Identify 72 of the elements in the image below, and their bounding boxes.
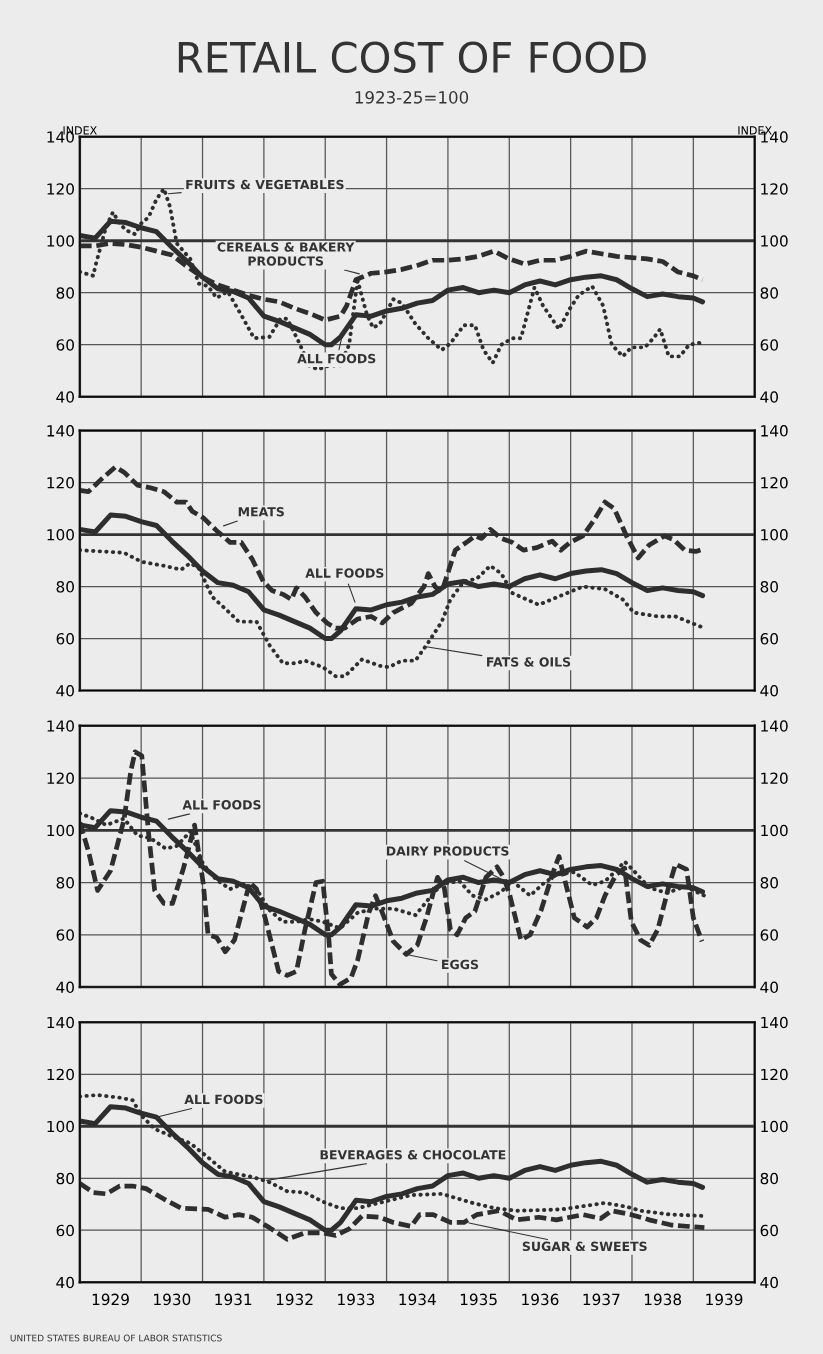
- y2-tick-label: 40: [760, 391, 778, 403]
- y2-tick-label: 120: [761, 1068, 788, 1081]
- annotation: DAIRY PRODUCTS: [386, 846, 509, 856]
- y2-tick-label: 40: [760, 1276, 778, 1289]
- y-tick-label: 120: [47, 477, 74, 489]
- y2-tick-label: 140: [761, 425, 788, 437]
- x-tick-label: 1929: [92, 1293, 129, 1306]
- y-tick-label: 60: [56, 929, 74, 941]
- y-tick-label: 60: [56, 339, 74, 351]
- x-tick-label: 1937: [583, 1293, 620, 1306]
- y2-tick-label: 120: [761, 477, 788, 489]
- y2-tick-label: 100: [761, 824, 788, 837]
- annotation: FRUITS & VEGETABLES: [186, 179, 344, 190]
- y-tick-label: 140: [47, 425, 74, 437]
- y-tick-label: 40: [56, 685, 74, 697]
- y2-tick-label: 80: [760, 287, 778, 299]
- y2-tick-label: 120: [761, 772, 788, 785]
- y-tick-label: 120: [47, 183, 74, 195]
- y-tick-label: 100: [47, 529, 74, 541]
- x-tick-label: 1934: [399, 1293, 436, 1306]
- y-tick-label: 40: [56, 981, 74, 994]
- annotation: SUGAR & SWEETS: [522, 1241, 647, 1252]
- y-tick-label: 80: [56, 1172, 74, 1185]
- x-tick-label: 1930: [154, 1293, 191, 1306]
- y-tick-label: 120: [47, 772, 74, 785]
- x-tick-label: 1938: [644, 1293, 682, 1306]
- y2-tick-label: 60: [760, 929, 778, 941]
- y2-tick-label: 40: [760, 981, 778, 994]
- y-tick-label: 80: [56, 581, 74, 593]
- y-tick-label: 80: [56, 287, 74, 299]
- annotation: ALL FOODS: [297, 353, 376, 364]
- annotation: MEATS: [238, 507, 284, 517]
- annotation: EGGS: [442, 959, 479, 970]
- y-tick-label: 60: [56, 1224, 74, 1237]
- x-tick-label: 1932: [276, 1293, 313, 1306]
- y-tick-label: 140: [47, 720, 74, 732]
- y-tick-label: 40: [56, 391, 74, 403]
- y-tick-label: 80: [56, 877, 74, 889]
- y2-tick-label: 120: [761, 183, 788, 195]
- chart-title: RETAIL COST OF FOOD: [178, 41, 646, 74]
- y2-tick-label: 80: [760, 877, 778, 889]
- x-tick-label: 1931: [215, 1293, 252, 1306]
- x-tick-label: 1935: [460, 1293, 497, 1306]
- y-tick-label: 60: [56, 633, 74, 645]
- y2-tick-label: 60: [760, 633, 778, 645]
- x-tick-label: 1939: [706, 1293, 743, 1306]
- y-tick-label: 140: [47, 1016, 74, 1029]
- annotation: BEVERAGES & CHOCOLATE: [320, 1150, 506, 1160]
- annotation: ALL FOODS: [184, 1094, 263, 1105]
- y2-tick-label: 100: [761, 1120, 788, 1133]
- y2-tick-label: 80: [760, 581, 778, 593]
- y2-tick-label: 60: [760, 339, 778, 351]
- y-tick-label: 100: [47, 824, 74, 837]
- y2-tick-label: 100: [761, 235, 788, 247]
- annotation: CEREALS & BAKERY PRODUCTS: [217, 242, 355, 266]
- text: UNITED STATES BUREAU OF LABOR STATISTICS: [10, 1334, 222, 1342]
- y2-tick-label: 140: [761, 720, 788, 732]
- y-tick-label: 100: [47, 1120, 74, 1133]
- y-tick-label: 100: [47, 235, 74, 247]
- y2-tick-label: 100: [761, 529, 788, 541]
- annotation: ALL FOODS: [182, 800, 261, 810]
- y2-tick-label: 60: [760, 1224, 778, 1237]
- y2-tick-label: 40: [760, 685, 778, 697]
- y-tick-label: 40: [56, 1276, 74, 1289]
- x-tick-label: 1936: [522, 1293, 559, 1306]
- y-tick-label: 120: [47, 1068, 74, 1081]
- chart-subtitle: 1923-25=100: [355, 91, 469, 104]
- y2-tick-label: 80: [760, 1172, 778, 1185]
- x-tick-label: 1933: [338, 1293, 375, 1306]
- y2-tick-label: 140: [761, 1016, 788, 1029]
- annotation: ALL FOODS: [305, 568, 384, 578]
- annotation: FATS & OILS: [487, 657, 571, 667]
